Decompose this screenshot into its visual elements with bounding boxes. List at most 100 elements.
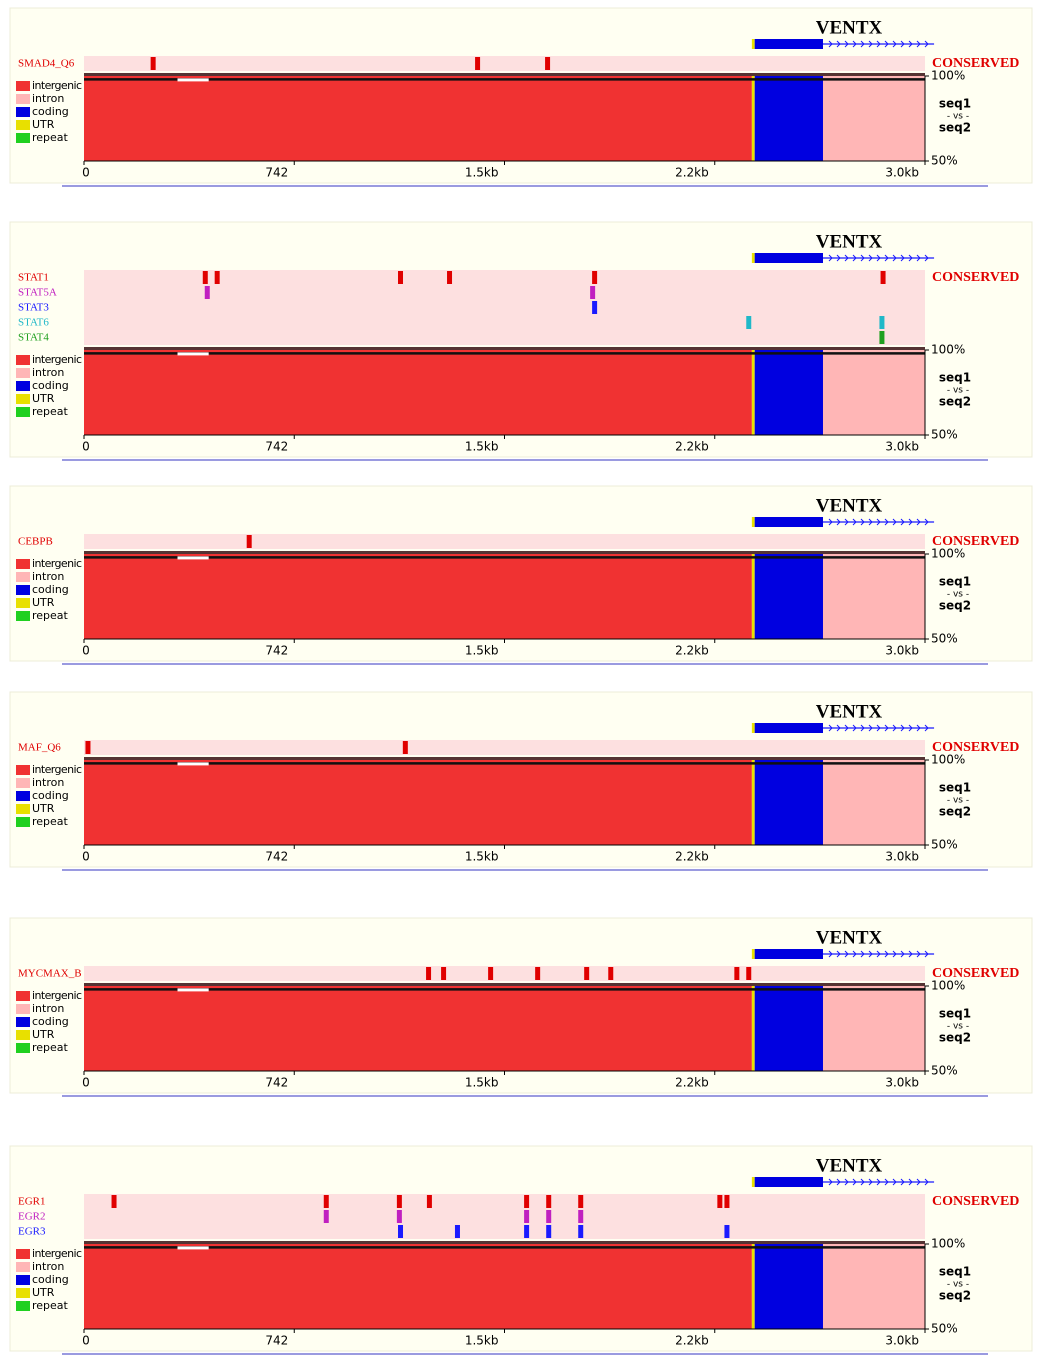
strand-arrow [868, 254, 873, 262]
strand-arrow [836, 950, 841, 958]
y-tick-label: 100% [931, 979, 965, 993]
tf-site [323, 1195, 329, 1208]
x-tick-label: 2.2kb [675, 1076, 709, 1090]
strand-arrow [900, 724, 905, 732]
strand-arrow [860, 40, 865, 48]
y-tick-label: 100% [931, 547, 965, 561]
panel: VENTX CONSERVED MAF_Q6 100% 50% 0 742 1.5kb 2.2k… [9, 691, 1033, 871]
strand-arrow [876, 950, 881, 958]
legend-label: repeat [32, 405, 69, 418]
tf-site [546, 1195, 552, 1208]
x-tick-label: 3.0kb [885, 1076, 919, 1090]
track-name: STAT1 [18, 272, 49, 284]
legend-swatch [16, 94, 30, 104]
strand-arrow [852, 518, 857, 526]
strand-arrow [908, 1178, 913, 1186]
gene-name: VENTX [816, 927, 883, 948]
legend-swatch [16, 394, 30, 404]
legend-swatch [16, 107, 30, 117]
vs-label: - vs - [947, 1022, 969, 1032]
legend-label: UTR [32, 802, 55, 815]
legend-label: repeat [32, 815, 69, 828]
legend-swatch [16, 1004, 30, 1014]
tf-site [546, 1225, 552, 1238]
y-tick-label: 100% [931, 753, 965, 767]
conservation-dip [177, 762, 209, 766]
track-band [84, 740, 925, 755]
seq2-label: seq2 [939, 395, 971, 409]
seq1-label: seq1 [939, 781, 971, 795]
strand-arrow [884, 40, 889, 48]
x-tick-label: 0 [82, 166, 90, 180]
conservation-segment [754, 986, 823, 1071]
legend-label: intron [32, 1260, 64, 1273]
tf-site [546, 1210, 552, 1223]
x-tick-label: 3.0kb [885, 644, 919, 658]
tf-site [545, 57, 551, 70]
conservation-segment [84, 986, 752, 1071]
strand-arrow [868, 724, 873, 732]
tf-site [592, 271, 598, 284]
strand-arrow [828, 40, 833, 48]
strand-arrow [924, 1178, 929, 1186]
seq1-label: seq1 [939, 1265, 971, 1279]
legend-label: intergenic [32, 763, 82, 776]
tf-site [246, 535, 252, 548]
strand-arrow [916, 724, 921, 732]
conservation-dip [177, 988, 209, 992]
x-tick-label: 1.5kb [465, 440, 499, 454]
conservation-segment [822, 76, 925, 161]
conservation-segment [754, 760, 823, 845]
conserved-label: CONSERVED [932, 56, 1019, 71]
seq2-label: seq2 [939, 805, 971, 819]
strand-arrow [836, 1178, 841, 1186]
conservation-dip [177, 1246, 209, 1250]
strand-arrow [916, 518, 921, 526]
legend-swatch [16, 381, 30, 391]
x-tick-label: 0 [82, 850, 90, 864]
conservation-segment [751, 350, 755, 435]
tf-site [746, 967, 752, 980]
legend-label: intron [32, 776, 64, 789]
conservation-segment [84, 350, 752, 435]
plot-top-bar [84, 983, 925, 986]
conservation-segment [751, 760, 755, 845]
strand-arrow [900, 518, 905, 526]
track-name: STAT6 [18, 317, 49, 329]
tf-site [717, 1195, 723, 1208]
plot-top-bar [84, 551, 925, 554]
strand-arrow [924, 40, 929, 48]
gene-exon [754, 949, 823, 959]
legend-swatch [16, 355, 30, 365]
gene-utr [751, 723, 755, 733]
legend-label: coding [32, 105, 69, 118]
strand-arrow [884, 950, 889, 958]
tf-site [592, 301, 598, 314]
gene-name: VENTX [816, 495, 883, 516]
strand-arrow [828, 518, 833, 526]
y-tick-label: 100% [931, 343, 965, 357]
legend-swatch [16, 791, 30, 801]
strand-arrow [892, 40, 897, 48]
tf-site [880, 271, 886, 284]
gene-utr [751, 39, 755, 49]
tf-site [578, 1210, 584, 1223]
strand-arrow [868, 1178, 873, 1186]
seq2-label: seq2 [939, 1289, 971, 1303]
strand-arrow [924, 724, 929, 732]
tf-site [524, 1210, 530, 1223]
y-tick-label: 50% [931, 1322, 958, 1336]
tf-site [734, 967, 740, 980]
x-tick-label: 742 [265, 1334, 288, 1348]
legend-swatch [16, 1288, 30, 1298]
seq1-label: seq1 [939, 1007, 971, 1021]
tf-site [578, 1195, 584, 1208]
strand-arrow [916, 40, 921, 48]
conservation-segment [751, 76, 755, 161]
legend-label: UTR [32, 596, 55, 609]
strand-arrow [884, 254, 889, 262]
plot-top-bar [84, 757, 925, 760]
conservation-segment [84, 76, 752, 161]
legend-swatch [16, 120, 30, 130]
